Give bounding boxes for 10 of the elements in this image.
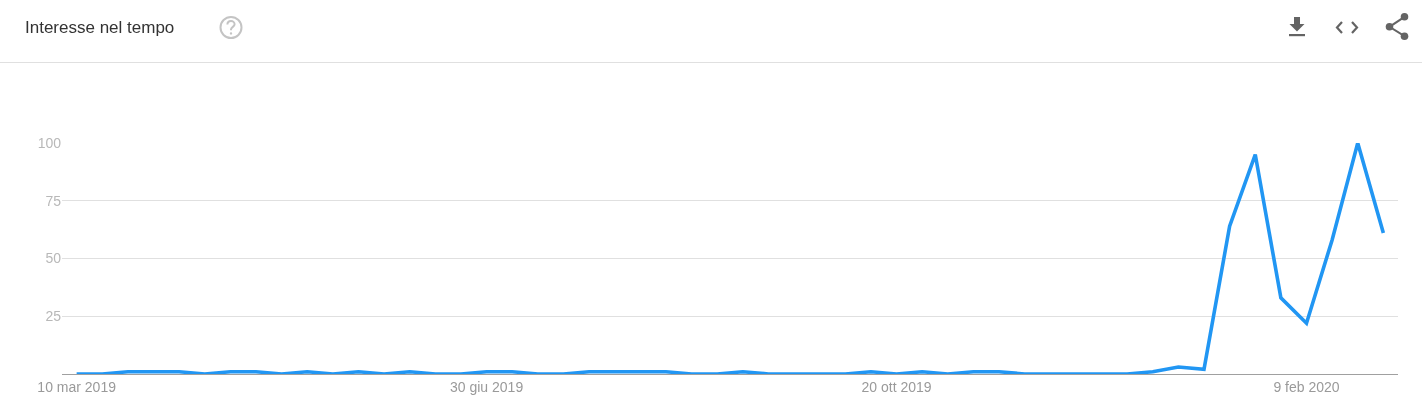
y-tick-label: 100 — [37, 134, 62, 151]
y-tick-label: 50 — [45, 250, 62, 267]
chart-title: Interesse nel tempo — [25, 17, 175, 37]
y-tick-label: 75 — [45, 192, 62, 209]
y-tick-label: 25 — [45, 308, 62, 325]
x-tick-label: 9 feb 2020 — [1273, 378, 1340, 395]
line-series — [74, 143, 1386, 374]
x-tick-label: 30 giu 2019 — [450, 378, 524, 395]
x-tick-label: 20 ott 2019 — [861, 378, 932, 395]
x-tick-label: 10 mar 2019 — [37, 378, 117, 395]
